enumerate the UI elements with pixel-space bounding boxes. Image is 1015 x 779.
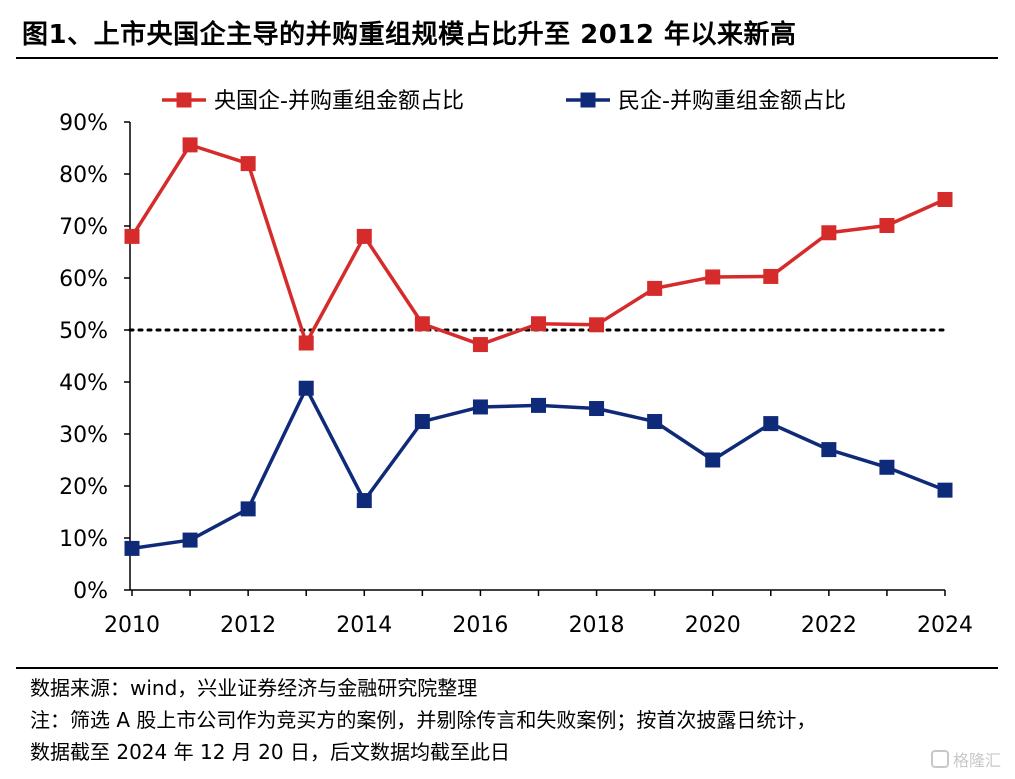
- data-source-note: 数据来源：wind，兴业证券经济与金融研究院整理: [30, 676, 478, 700]
- series-1-point: [240, 156, 256, 172]
- series-1-point: [472, 337, 488, 353]
- y-tick-label: 20%: [59, 475, 108, 500]
- y-tick-label: 30%: [59, 423, 108, 448]
- line-chart: 央国企-并购重组金额占比 民企-并购重组金额占比 0% 10% 20% 30% 40% 50…: [59, 89, 973, 638]
- y-tick-label: 40%: [59, 371, 108, 396]
- x-tick-label: 2024: [917, 613, 973, 638]
- x-tick-label: 2014: [336, 613, 392, 638]
- chart-series: [124, 137, 953, 556]
- legend-item-2: 民企-并购重组金额占比: [566, 89, 846, 114]
- series-1-point: [705, 269, 721, 285]
- y-tick-label: 50%: [59, 319, 108, 344]
- series-2-point: [763, 416, 779, 432]
- series-2-point: [879, 459, 895, 475]
- series-1-point: [414, 316, 430, 332]
- legend-label: 央国企-并购重组金额占比: [214, 89, 464, 114]
- x-tick-label: 2020: [685, 613, 741, 638]
- watermark: 格隆汇: [930, 747, 1001, 771]
- series-2-point: [240, 501, 256, 517]
- y-tick-label: 80%: [59, 163, 108, 188]
- x-tick-label: 2018: [569, 613, 625, 638]
- series-1-point: [647, 280, 663, 296]
- x-tick-label: 2022: [801, 613, 857, 638]
- chart-legend: 央国企-并购重组金额占比 民企-并购重组金额占比: [162, 89, 846, 114]
- series-line-1: [130, 143, 946, 347]
- legend-label: 民企-并购重组金额占比: [618, 89, 846, 114]
- y-tick-label: 60%: [59, 267, 108, 292]
- series-2-point: [531, 397, 546, 413]
- watermark-logo-icon: [930, 750, 949, 768]
- series-1-point: [589, 317, 605, 333]
- series-1: [124, 137, 953, 353]
- x-tick-label: 2012: [220, 613, 276, 638]
- y-tick-label: 70%: [59, 215, 108, 240]
- footer-divider: [16, 667, 998, 669]
- series-1-point: [821, 225, 837, 241]
- legend-marker: [580, 92, 596, 108]
- y-tick-label: 0%: [73, 579, 108, 604]
- series-1-point: [763, 268, 779, 284]
- series-2-point: [124, 540, 140, 556]
- figure-title: 图1、上市央国企主导的并购重组规模占比升至 2012 年以来新高: [22, 20, 797, 50]
- legend-marker: [176, 92, 192, 108]
- y-tick-label: 90%: [59, 111, 108, 136]
- x-tick-label: 2010: [104, 613, 160, 638]
- title-divider: [16, 57, 998, 59]
- series-1-point: [356, 228, 372, 244]
- series-1-point: [531, 316, 546, 332]
- series-2-point: [356, 493, 372, 509]
- series-1-point: [937, 191, 953, 207]
- series-2: [124, 380, 953, 556]
- series-1-point: [124, 228, 140, 244]
- series-2-point: [647, 414, 663, 430]
- legend-item-1: 央国企-并购重组金额占比: [162, 89, 464, 114]
- data-cutoff-note: 数据截至 2024 年 12 月 20 日，后文数据均截至此日: [30, 740, 510, 764]
- series-2-point: [414, 414, 430, 430]
- series-2-point: [298, 380, 314, 396]
- series-2-point: [589, 401, 605, 417]
- series-1-point: [298, 335, 314, 351]
- series-2-point: [821, 442, 837, 458]
- watermark-text: 格隆汇: [952, 751, 1001, 770]
- method-note: 注：筛选 A 股上市公司作为竞买方的案例，并剔除传言和失败案例；按首次披露日统计…: [30, 708, 817, 732]
- y-tick-label: 10%: [59, 527, 108, 552]
- series-1-point: [182, 137, 198, 153]
- chart-axes: 0% 10% 20% 30% 40% 50% 60% 70% 80% 90% 2010 2012 201…: [59, 111, 973, 638]
- series-2-point: [937, 482, 953, 498]
- series-1-point: [879, 217, 895, 233]
- x-tick-label: 2016: [452, 613, 508, 638]
- series-2-point: [705, 452, 721, 468]
- series-2-point: [182, 532, 198, 548]
- series-2-point: [472, 399, 488, 415]
